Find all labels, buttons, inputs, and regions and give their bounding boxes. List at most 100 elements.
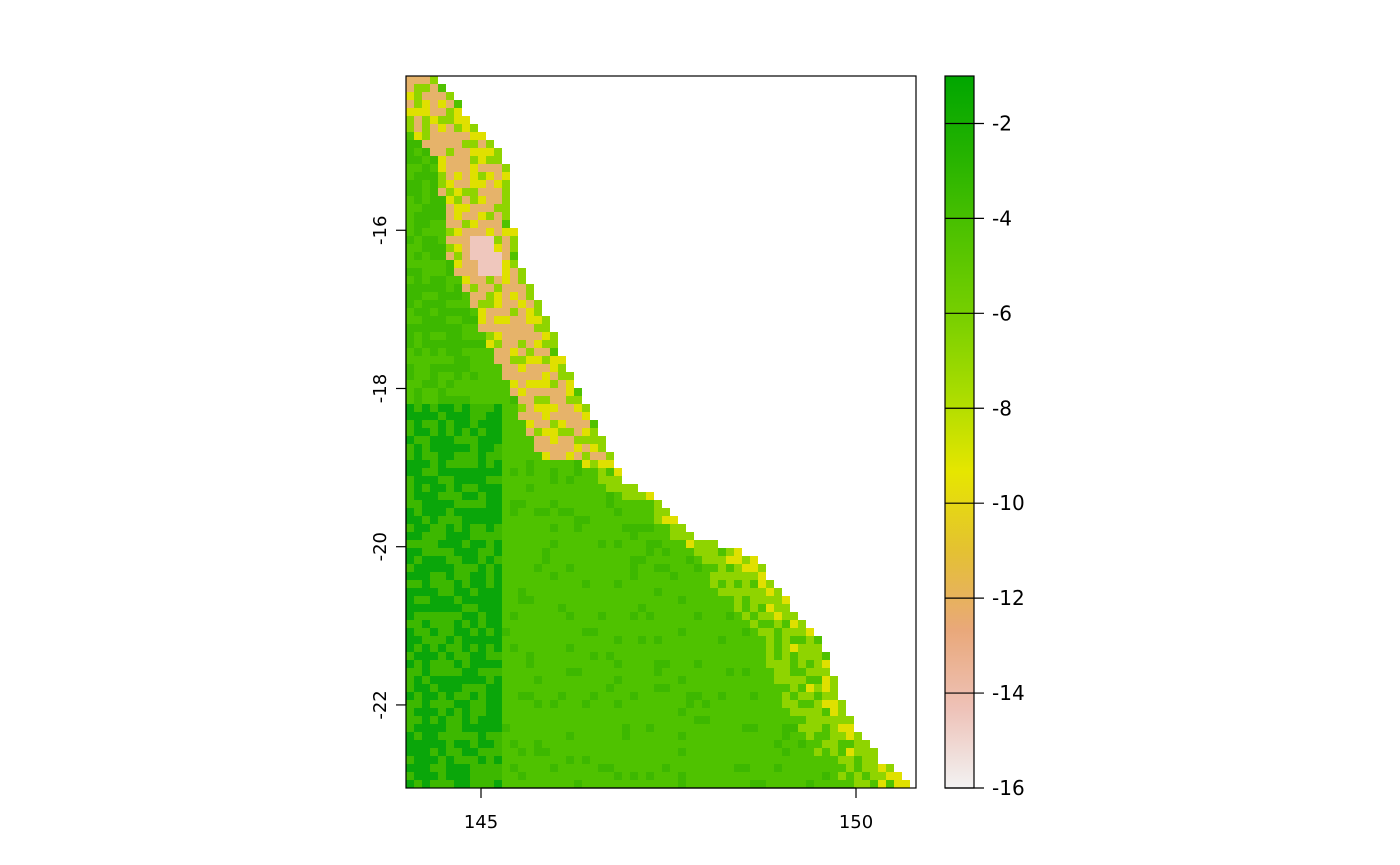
raster-cell	[774, 676, 782, 684]
raster-cell	[406, 244, 414, 252]
raster-cell	[414, 540, 422, 548]
raster-cell	[734, 764, 742, 772]
raster-cell	[542, 572, 550, 580]
raster-cell	[422, 148, 430, 156]
raster-cell	[510, 412, 518, 420]
raster-cell	[582, 564, 590, 572]
raster-cell	[438, 540, 446, 548]
raster-cell	[614, 588, 622, 596]
raster-cell	[526, 340, 534, 348]
raster-cell	[494, 420, 502, 428]
raster-cell	[470, 428, 478, 436]
raster-cell	[446, 300, 454, 308]
raster-cell	[414, 452, 422, 460]
raster-cell	[838, 756, 846, 764]
raster-cell	[406, 260, 414, 268]
raster-cell	[670, 716, 678, 724]
raster-cell	[486, 356, 494, 364]
raster-cell	[494, 668, 502, 676]
raster-cell	[710, 580, 718, 588]
raster-cell	[758, 756, 766, 764]
raster-cell	[470, 140, 478, 148]
raster-cell	[438, 780, 446, 788]
raster-cell	[438, 772, 446, 780]
raster-cell	[558, 772, 566, 780]
raster-cell	[566, 732, 574, 740]
raster-cell	[446, 652, 454, 660]
raster-cell	[654, 732, 662, 740]
raster-cell	[710, 756, 718, 764]
raster-cell	[806, 772, 814, 780]
raster-cell	[518, 412, 526, 420]
raster-cell	[494, 228, 502, 236]
raster-cell	[718, 604, 726, 612]
raster-cell	[406, 188, 414, 196]
raster-cell	[494, 340, 502, 348]
raster-cell	[454, 492, 462, 500]
raster-cell	[822, 780, 830, 788]
raster-cell	[718, 764, 726, 772]
raster-cell	[598, 580, 606, 588]
raster-cell	[766, 692, 774, 700]
raster-cell	[830, 732, 838, 740]
raster-cell	[454, 740, 462, 748]
raster-cell	[726, 764, 734, 772]
raster-cell	[438, 340, 446, 348]
raster-cell	[662, 612, 670, 620]
raster-cell	[702, 780, 710, 788]
raster-cell	[710, 692, 718, 700]
raster-cell	[494, 564, 502, 572]
raster-cell	[726, 652, 734, 660]
raster-cell	[774, 732, 782, 740]
raster-cell	[582, 508, 590, 516]
raster-cell	[638, 532, 646, 540]
raster-cell	[718, 548, 726, 556]
raster-cell	[542, 756, 550, 764]
raster-cell	[702, 620, 710, 628]
raster-cell	[710, 732, 718, 740]
raster-cell	[558, 780, 566, 788]
raster-cell	[638, 620, 646, 628]
raster-cell	[470, 564, 478, 572]
raster-cell	[694, 724, 702, 732]
raster-cell	[710, 612, 718, 620]
x-tick-label: 145	[464, 812, 498, 833]
raster-cell	[518, 380, 526, 388]
raster-cell	[494, 268, 502, 276]
raster-cell	[518, 620, 526, 628]
raster-cell	[726, 660, 734, 668]
raster-cell	[486, 420, 494, 428]
raster-cell	[550, 668, 558, 676]
raster-cell	[438, 700, 446, 708]
raster-cell	[478, 340, 486, 348]
raster-cell	[734, 588, 742, 596]
raster-cell	[454, 708, 462, 716]
raster-cell	[510, 780, 518, 788]
raster-cell	[758, 724, 766, 732]
raster-cell	[526, 324, 534, 332]
raster-cell	[582, 420, 590, 428]
raster-cell	[414, 316, 422, 324]
raster-cell	[534, 476, 542, 484]
raster-cell	[534, 604, 542, 612]
raster-cell	[590, 428, 598, 436]
raster-cell	[750, 588, 758, 596]
raster-cell	[470, 764, 478, 772]
raster-cell	[526, 356, 534, 364]
raster-cell	[622, 516, 630, 524]
raster-cell	[614, 764, 622, 772]
raster-cell	[414, 116, 422, 124]
raster-cell	[430, 244, 438, 252]
raster-cell	[430, 452, 438, 460]
raster-cell	[454, 124, 462, 132]
raster-cell	[438, 500, 446, 508]
raster-cell	[822, 716, 830, 724]
raster-cell	[454, 500, 462, 508]
raster-cell	[446, 420, 454, 428]
legend-tick-label: -16	[992, 776, 1025, 800]
raster-cell	[454, 252, 462, 260]
raster-cell	[782, 764, 790, 772]
raster-cell	[558, 620, 566, 628]
raster-cell	[718, 636, 726, 644]
raster-cell	[630, 716, 638, 724]
